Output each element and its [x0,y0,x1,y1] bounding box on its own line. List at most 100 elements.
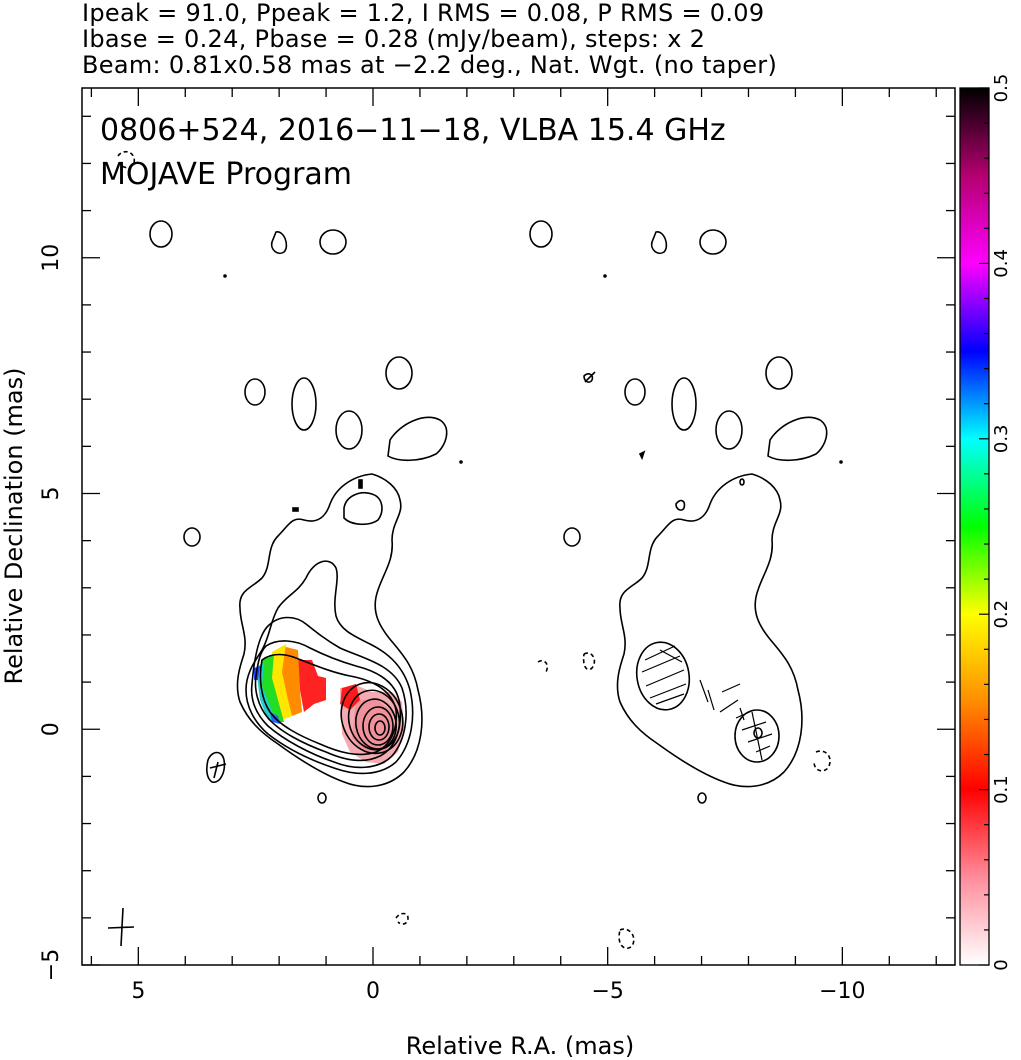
beam-cross-horizontal [107,926,135,929]
x-axis-label: Relative R.A. (mas) [406,1032,634,1060]
colorbar-tick-labels: 0 0.1 0.2 0.3 0.4 0.5 [991,74,1012,971]
pol-region-orange [280,646,302,716]
evpa-stick [707,689,715,711]
pol-dot-1 [603,274,607,278]
stokes-i-blob-15 [292,507,299,512]
pol-region-red-band [298,660,326,712]
pol-blob-11 [739,478,745,486]
evpa-stick [645,669,685,687]
pol-region-yellow [270,644,292,720]
colorbar-tick-label: 0.5 [991,74,1012,103]
pol-dashed-1 [537,659,549,673]
y-axis-tick-labels: −5 0 5 10 [39,244,64,981]
stokes-i-blob-7 [335,410,363,450]
stokes-i-blob-8 [387,416,448,462]
polarization-contours [529,220,843,950]
colorbar-tick-label: 0.1 [991,775,1012,804]
stokes-i-blob-10-mark-2 [213,761,219,779]
pol-blob-13-mark [584,371,596,383]
stokes-i-blob-5 [244,378,266,406]
header-line-1: Ipeak = 91.0, Ppeak = 1.2, I RMS = 0.08,… [82,0,765,27]
y-axis-ticks [82,115,955,966]
pol-blob-8 [767,416,828,462]
stokes-i-contour-core-6 [374,720,386,736]
fractional-polarization-color-map [254,644,404,764]
colorbar-gradient [959,87,990,966]
evpa-stick [655,693,685,705]
pol-blob-12 [675,499,686,511]
colorbar-tick-label: 0.4 [991,249,1012,278]
x-tick-label: −10 [819,979,865,1004]
stokes-i-contour-5 [259,653,398,756]
colorbar-tick-label: 0 [991,959,1012,970]
stokes-i-blob-3 [319,229,347,255]
evpa-stick [741,721,767,731]
stokes-i-contour-core-5 [368,713,390,741]
stokes-i-contour-hole [343,492,383,526]
y-tick-label: 5 [39,486,64,500]
pol-blob-4 [765,356,793,390]
pol-blob-5 [624,378,646,406]
pol-contour-knot [635,641,691,711]
pol-dashed-3 [813,750,831,772]
evpa-stick [649,683,687,699]
stokes-i-blob-14 [358,479,363,489]
stokes-i-contour-4 [254,640,402,762]
evpa-stick [739,707,745,721]
stokes-i-blob-2 [270,231,288,255]
pol-blob-9 [563,527,581,547]
x-tick-label: 0 [366,979,380,1004]
y-tick-label: 0 [39,722,64,736]
evpa-stick [641,655,681,673]
stokes-i-dot-2 [459,460,463,464]
stokes-i-contours [107,150,463,947]
stokes-i-contour-outer [236,473,423,788]
x-axis-tick-labels: 5 0 −5 −10 [131,979,865,1004]
evpa-stick [735,709,755,719]
stokes-i-contour-core-3 [355,698,397,750]
pol-contour-core [734,709,780,763]
x-axis-ticks [90,88,937,965]
x-tick-label: 5 [131,979,145,1004]
pol-blob-3 [699,229,727,255]
stokes-i-blob-10-mark [209,763,227,769]
colorbar-tick-label: 0.2 [991,600,1012,629]
stokes-i-dot-1 [223,274,227,278]
header-line-3: Beam: 0.81x0.58 mas at −2.2 deg., Nat. W… [82,51,778,79]
y-axis-label: Relative Declination (mas) [0,367,28,684]
evpa-stick [659,649,683,663]
evpa-stick [699,679,709,703]
pol-dot-2 [839,460,843,464]
evpa-stick [747,733,773,743]
pol-blob-6 [671,377,697,431]
y-tick-label: 10 [39,244,64,272]
plot-subtitle: MOJAVE Program [100,157,352,192]
colorbar: 0 0.1 0.2 0.3 0.4 0.5 [959,74,1012,971]
pol-dashed-2 [582,652,596,671]
colorbar-tick-label: 0.3 [991,424,1012,453]
pol-blob-10 [697,792,707,804]
evpa-stick [721,683,741,693]
colorbar-ticks [979,87,989,966]
evpa-stick [644,645,676,661]
plot-title: 0806+524, 2016−11−18, VLBA 15.4 GHz [100,113,726,148]
stokes-i-contour-core-4 [362,706,394,746]
x-tick-label: −5 [591,979,623,1004]
stokes-i-blob-4 [385,356,413,390]
header-line-2: Ibase = 0.24, Pbase = 0.28 (mJy/beam), s… [82,25,706,53]
pol-contour-outer [616,473,803,788]
stokes-i-blob-10 [206,751,226,783]
pol-blob-13 [583,373,594,383]
stokes-i-blob-9 [183,527,201,547]
plot-frame [81,87,956,966]
pol-dashed-4 [618,928,635,950]
evpa-stick [755,745,771,753]
pol-dot-3 [638,450,646,461]
stokes-i-blob-1 [149,220,173,248]
stokes-i-blob-13 [395,912,409,925]
pol-blob-7 [715,410,743,450]
pol-region-red-knot [340,684,360,710]
stokes-i-contour-core-1 [340,681,404,755]
stokes-i-blob-11 [317,792,327,804]
